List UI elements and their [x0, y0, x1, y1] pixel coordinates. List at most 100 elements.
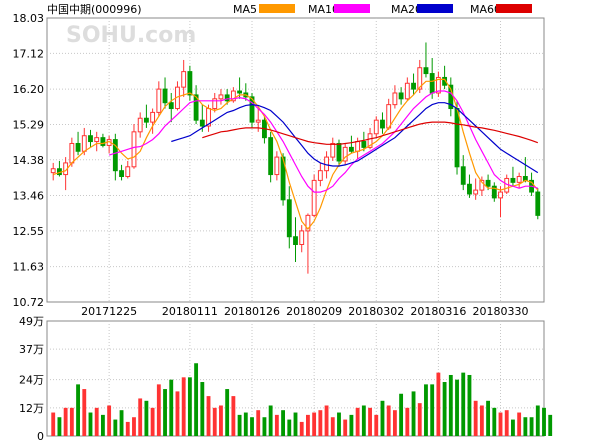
watermark: SOHU.com — [66, 23, 196, 48]
volume-bar — [206, 396, 211, 436]
candle-body — [100, 137, 106, 146]
volume-bar — [256, 410, 261, 436]
candle-body — [125, 166, 131, 178]
volume-bar — [287, 419, 292, 436]
candle-body — [342, 146, 348, 162]
candle-body — [274, 156, 280, 176]
volume-bar — [349, 414, 354, 436]
volume-bar — [399, 393, 404, 436]
candle-body — [50, 168, 56, 174]
candle-body — [193, 94, 199, 121]
candle-body — [336, 142, 342, 162]
volume-bar — [113, 419, 118, 436]
volume-bar — [219, 405, 223, 436]
price-y-tick: 13.46 — [13, 190, 45, 203]
volume-y-tick: 12万 — [19, 402, 44, 415]
candle-body — [479, 179, 485, 191]
candle-body — [119, 170, 124, 178]
volume-bar — [200, 382, 205, 436]
candle-body — [423, 67, 429, 75]
candle-body — [348, 146, 354, 152]
volume-bar — [231, 396, 236, 436]
candle-body — [361, 141, 367, 148]
volume-bar — [374, 414, 379, 436]
price-y-tick: 10.72 — [13, 296, 45, 309]
candle-body — [168, 102, 174, 110]
volume-bar — [504, 410, 509, 436]
price-y-tick: 18.03 — [13, 12, 45, 25]
volume-bar — [132, 417, 136, 436]
volume-y-tick: 0 — [37, 430, 44, 440]
ma-line-ma20 — [171, 102, 539, 174]
volume-y-tick: 24万 — [19, 374, 44, 387]
volume-bar — [225, 389, 230, 436]
volume-bar — [448, 374, 453, 436]
date-x-tick: 20180302 — [348, 305, 404, 318]
volume-bar — [542, 407, 546, 436]
candle-body — [88, 135, 93, 143]
volume-bar — [455, 379, 459, 436]
volume-bar — [181, 377, 186, 436]
legend-label-ma60: MA60 — [470, 3, 501, 16]
candle-body — [131, 131, 137, 168]
volume-bar — [330, 417, 335, 436]
volume-bar — [417, 403, 422, 436]
legend-label-ma5: MA5 — [233, 3, 257, 16]
volume-bar — [268, 405, 273, 436]
volume-bar — [281, 410, 286, 436]
volume-bar — [523, 417, 528, 436]
candle-body — [299, 230, 305, 246]
volume-bar — [107, 405, 112, 436]
volume-bar — [318, 410, 323, 436]
candle-body — [286, 199, 292, 238]
candle-body — [137, 117, 143, 133]
candle-body — [510, 177, 516, 183]
candle-body — [373, 119, 379, 135]
volume-bar — [82, 389, 87, 436]
candle-body — [94, 137, 100, 143]
volume-bar — [343, 419, 348, 436]
volume-bar — [392, 410, 397, 436]
volume-bar — [436, 372, 441, 436]
volume-y-tick: 37万 — [19, 343, 44, 356]
volume-bar — [355, 407, 360, 436]
candle-body — [187, 71, 193, 96]
volume-bar — [169, 379, 174, 436]
volume-bar — [212, 407, 217, 436]
volume-bar — [368, 407, 372, 436]
volume-bar — [51, 412, 56, 436]
volume-bar — [461, 372, 466, 436]
volume-bar — [511, 419, 515, 436]
volume-bar — [150, 407, 155, 436]
chart-title: 中国中期(000996) — [47, 3, 142, 16]
candle-body — [404, 82, 410, 100]
date-x-tick: 20171225 — [81, 305, 137, 318]
price-y-tick: 12.55 — [13, 225, 45, 238]
header: 中国中期(000996) MA5 MA10 MA20 MA60 — [47, 3, 532, 16]
legend-swatch-ma60 — [496, 4, 532, 13]
volume-panel: 49万 37万 24万 12万 0 — [19, 315, 553, 440]
ma-line-ma60 — [202, 121, 539, 145]
volume-bar — [175, 391, 180, 436]
price-y-tick: 14.38 — [13, 154, 45, 167]
volume-bar — [529, 417, 534, 436]
candle-body — [212, 98, 218, 110]
candle-body — [181, 71, 187, 88]
date-x-tick: 20180126 — [224, 305, 280, 318]
candle-body — [467, 183, 472, 195]
volume-bar — [250, 417, 254, 436]
volume-bar — [424, 384, 428, 436]
volume-bar — [361, 405, 366, 436]
candle-body — [367, 133, 373, 148]
candle-body — [230, 90, 236, 102]
volume-bar — [76, 384, 80, 436]
candle-body — [268, 137, 274, 176]
volume-bar — [100, 414, 105, 436]
volume-bar — [138, 398, 143, 436]
candle-body — [156, 88, 162, 113]
candle-body — [237, 90, 243, 94]
volume-bar — [386, 405, 391, 436]
volume-bar — [63, 407, 68, 436]
volume-bar — [405, 407, 410, 436]
